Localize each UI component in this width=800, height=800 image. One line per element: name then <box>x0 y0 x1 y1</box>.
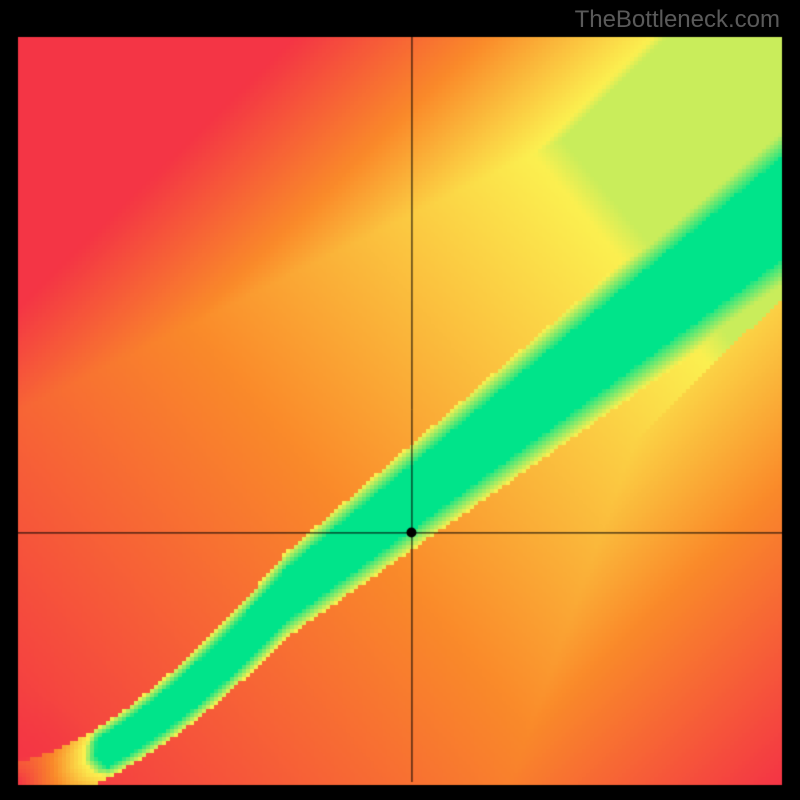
watermark-text: TheBottleneck.com <box>575 6 780 34</box>
bottleneck-heatmap <box>0 0 800 800</box>
chart-container: TheBottleneck.com <box>0 0 800 800</box>
